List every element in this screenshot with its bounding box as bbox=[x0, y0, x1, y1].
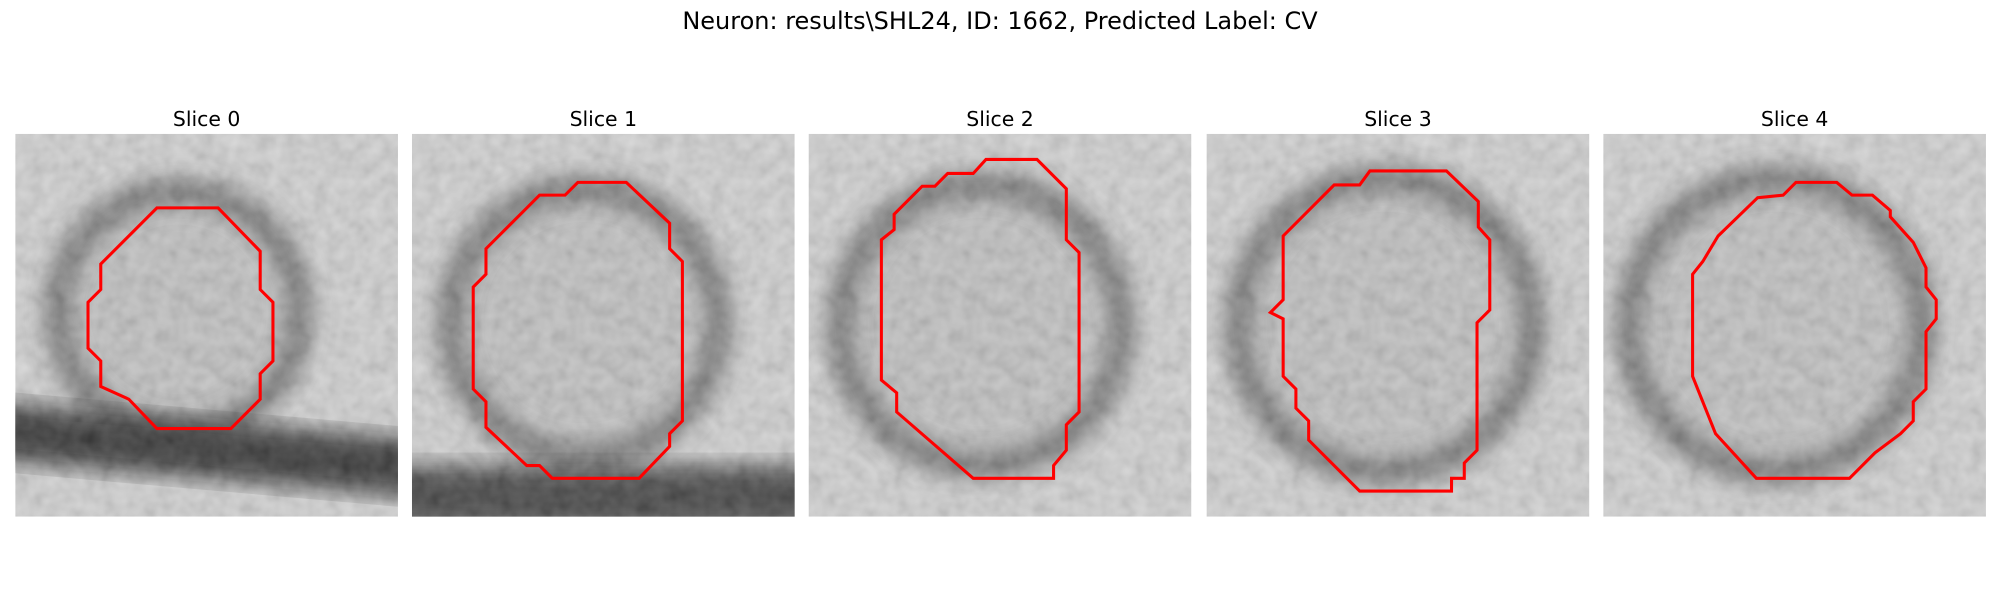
slice-panel: Slice 1 bbox=[411, 107, 795, 517]
slice-image bbox=[808, 133, 1192, 517]
slice-panel: Slice 0 bbox=[15, 107, 398, 517]
image-noise bbox=[808, 133, 1192, 517]
slice-panel: Slice 2 bbox=[808, 107, 1192, 517]
slice-panel: Slice 4 bbox=[1603, 107, 1986, 517]
slice-title: Slice 4 bbox=[1761, 107, 1828, 131]
slice-title: Slice 3 bbox=[1364, 107, 1431, 131]
cell-contour bbox=[879, 157, 1081, 480]
slice-title: Slice 1 bbox=[570, 107, 637, 131]
figure-title: Neuron: results\SHL24, ID: 1662, Predict… bbox=[682, 7, 1318, 35]
slice-image bbox=[1206, 133, 1590, 517]
slice-panel: Slice 3 bbox=[1206, 107, 1590, 517]
image-noise bbox=[15, 133, 398, 517]
cell-contour bbox=[86, 206, 275, 431]
slice-image bbox=[1603, 133, 1986, 517]
image-noise bbox=[1603, 133, 1986, 517]
cell-contour bbox=[1267, 169, 1492, 493]
image-noise bbox=[411, 133, 795, 517]
slice-title: Slice 2 bbox=[966, 107, 1033, 131]
slice-image bbox=[15, 133, 398, 517]
cell-contour bbox=[471, 180, 684, 480]
slice-image bbox=[411, 133, 795, 517]
panels: Slice 0 Slice 1 Slice 2 Slice 3 Slice 4 bbox=[15, 107, 1986, 517]
cell-contour bbox=[1691, 180, 1938, 480]
image-noise bbox=[1206, 133, 1590, 517]
slice-title: Slice 0 bbox=[173, 107, 240, 131]
